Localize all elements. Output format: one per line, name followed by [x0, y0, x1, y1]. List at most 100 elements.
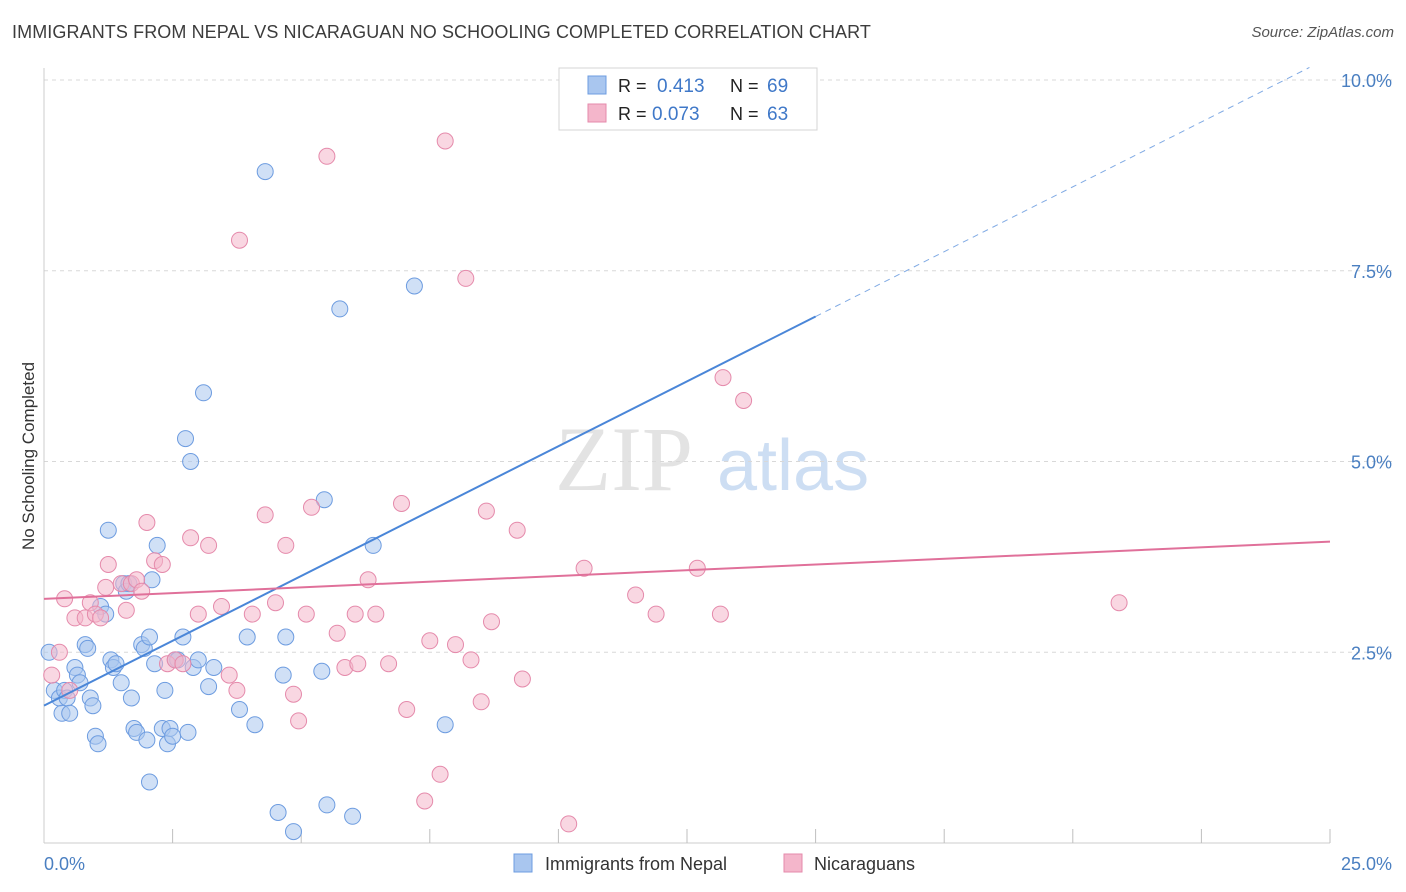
point-nepal [246, 716, 264, 734]
point-nicaraguans [447, 636, 464, 654]
stats-legend: R = 0.413 N = 69 R = 0.073 N = 63 [558, 67, 818, 131]
y-axis-label: No Schooling Completed [19, 362, 38, 550]
stats-n-value-pink: 63 [767, 104, 788, 125]
point-nicaraguans [349, 655, 367, 673]
point-nicaraguans [297, 605, 315, 623]
point-nepal [436, 716, 454, 734]
point-nepal [405, 277, 423, 295]
point-nicaraguans [277, 536, 295, 554]
point-nicaraguans [483, 613, 500, 631]
point-nicaraguans [575, 559, 593, 577]
grid-lines [44, 79, 1392, 653]
stats-n-label-pink: N = [730, 104, 759, 124]
point-nepal [189, 651, 207, 669]
point-nicaraguans [513, 670, 531, 688]
point-nicaraguans [290, 712, 308, 730]
point-nepal [174, 628, 192, 646]
stats-swatch-pink [587, 103, 607, 123]
point-nicaraguans [421, 632, 439, 650]
trend-line-nepal-extension [815, 67, 1310, 317]
point-nepal [141, 628, 158, 646]
stats-r-value-blue: 0.413 [657, 76, 705, 97]
y-tick-label: 10.0% [1341, 71, 1392, 91]
point-nicaraguans [133, 582, 151, 600]
watermark-atlas: atlas [717, 426, 869, 506]
point-nicaraguans [711, 605, 729, 623]
point-nepal [344, 807, 362, 825]
y-tick-label: 2.5% [1351, 643, 1392, 663]
point-nicaraguans [1110, 594, 1128, 612]
point-nepal [231, 701, 248, 718]
point-nicaraguans [380, 655, 398, 673]
point-nicaraguans [213, 598, 230, 615]
point-nepal [84, 697, 102, 715]
point-nicaraguans [243, 605, 261, 623]
point-nepal [256, 163, 274, 181]
legend-swatch-nicaraguans [783, 853, 803, 873]
point-nicaraguans [43, 666, 61, 684]
x-tick-labels: 0.0% 25.0% [44, 854, 1392, 874]
y-tick-label: 5.0% [1351, 453, 1392, 473]
legend-label-nicaraguans: Nicaraguans [814, 854, 915, 874]
stats-n-value-blue: 69 [767, 76, 788, 97]
point-nicaraguans [627, 586, 645, 604]
point-nepal [269, 804, 287, 821]
point-nepal [99, 521, 117, 539]
point-nepal [112, 674, 130, 692]
point-nicaraguans [436, 132, 454, 150]
point-nicaraguans [285, 685, 302, 703]
point-nepal [195, 384, 212, 402]
legend-swatch-nepal [513, 853, 533, 873]
stats-r-value-pink: 0.073 [652, 104, 700, 125]
trend-line-nicaraguans [43, 540, 1331, 600]
trend-lines [43, 67, 1331, 707]
point-nepal [274, 666, 292, 684]
point-nicaraguans [735, 392, 753, 409]
point-nicaraguans [346, 605, 364, 623]
point-nepal [141, 773, 158, 791]
x-tick-label-max: 25.0% [1341, 854, 1392, 874]
stats-r-label-pink: R = [618, 104, 647, 124]
point-nicaraguans [398, 701, 416, 718]
point-nepal [277, 628, 295, 646]
point-nicaraguans [560, 815, 578, 833]
point-nicaraguans [416, 792, 434, 810]
point-nepal [138, 731, 156, 749]
point-nicaraguans [508, 521, 526, 539]
point-nicaraguans [231, 231, 248, 249]
point-nepal [89, 735, 107, 753]
point-nepal [156, 681, 174, 699]
point-nicaraguans [393, 495, 410, 512]
point-nepal [205, 659, 223, 676]
series-legend: Immigrants from Nepal Nicaraguans [513, 853, 915, 874]
axes [43, 68, 1331, 844]
point-nicaraguans [200, 536, 218, 554]
point-nicaraguans [189, 605, 207, 623]
point-nicaraguans [220, 666, 238, 684]
y-tick-label: 7.5% [1351, 262, 1392, 282]
point-nepal [238, 628, 256, 646]
point-nepal [315, 491, 333, 509]
chart-title: IMMIGRANTS FROM NEPAL VS NICARAGUAN NO S… [12, 22, 872, 42]
point-nicaraguans [92, 609, 110, 627]
point-nepal [61, 704, 79, 722]
point-nicaraguans [303, 498, 320, 516]
chart-source: Source: ZipAtlas.com [1251, 24, 1394, 41]
point-nicaraguans [182, 529, 200, 547]
point-nepal [182, 453, 200, 470]
point-nepal [79, 639, 97, 657]
stats-r-label-blue: R = [618, 76, 647, 96]
point-nicaraguans [477, 502, 495, 520]
trend-line-nepal [43, 315, 817, 707]
legend-label-nepal: Immigrants from Nepal [545, 854, 727, 874]
point-nicaraguans [472, 693, 490, 711]
point-nicaraguans [647, 605, 665, 623]
point-nicaraguans [117, 601, 135, 619]
watermark-zip: ZIP [555, 408, 693, 510]
point-nicaraguans [267, 594, 284, 612]
point-nicaraguans [256, 506, 274, 524]
point-nepal [313, 662, 331, 680]
point-nicaraguans [99, 556, 117, 573]
y-tick-labels: 2.5% 5.0% 7.5% 10.0% [1341, 71, 1392, 663]
